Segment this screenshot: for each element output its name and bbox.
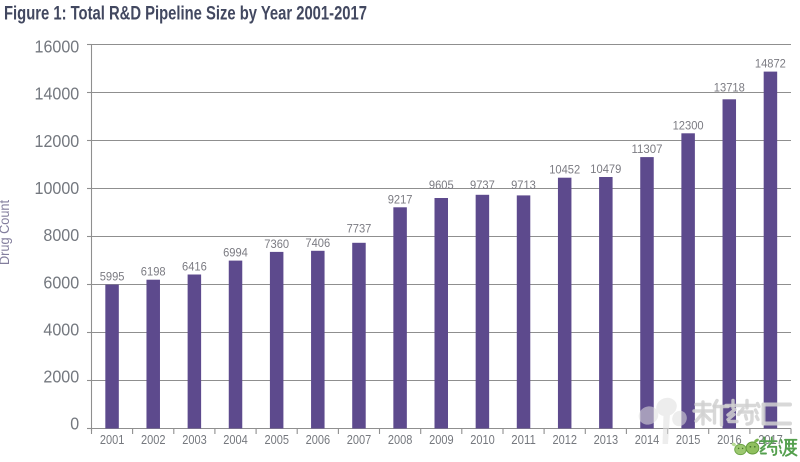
svg-text:13718: 13718 (714, 83, 745, 95)
svg-text:2014: 2014 (635, 432, 660, 447)
svg-text:6198: 6198 (141, 267, 166, 279)
svg-text:9217: 9217 (388, 194, 413, 206)
svg-text:2005: 2005 (265, 432, 290, 447)
svg-text:2011: 2011 (511, 432, 536, 447)
svg-text:2010: 2010 (470, 432, 495, 447)
svg-text:5995: 5995 (100, 272, 125, 284)
svg-text:14000: 14000 (35, 84, 80, 104)
svg-text:2000: 2000 (43, 367, 79, 387)
svg-text:2002: 2002 (141, 432, 166, 447)
svg-text:7406: 7406 (305, 238, 330, 250)
svg-text:9737: 9737 (470, 180, 495, 192)
svg-text:9713: 9713 (511, 180, 536, 192)
svg-text:Drug Count: Drug Count (0, 200, 12, 265)
svg-text:12000: 12000 (35, 131, 80, 151)
svg-text:2016: 2016 (717, 432, 742, 447)
svg-text:16000: 16000 (35, 37, 80, 57)
svg-text:6000: 6000 (43, 272, 79, 292)
svg-text:2013: 2013 (594, 432, 619, 447)
svg-text:2009: 2009 (429, 432, 454, 447)
svg-text:10479: 10479 (590, 164, 621, 176)
svg-text:8000: 8000 (43, 225, 79, 245)
svg-text:2001: 2001 (100, 432, 125, 447)
svg-text:0: 0 (70, 414, 79, 434)
svg-text:4000: 4000 (43, 319, 79, 339)
svg-text:2004: 2004 (223, 432, 248, 447)
svg-text:Figure 1: Total R&D Pipeline S: Figure 1: Total R&D Pipeline Size by Yea… (4, 4, 367, 25)
svg-text:12300: 12300 (673, 120, 704, 132)
svg-text:2006: 2006 (306, 432, 331, 447)
svg-text:14872: 14872 (755, 59, 786, 71)
svg-text:6416: 6416 (182, 262, 207, 274)
svg-text:9605: 9605 (429, 180, 454, 192)
svg-text:2012: 2012 (553, 432, 578, 447)
svg-text:10000: 10000 (35, 178, 80, 198)
svg-text:7737: 7737 (347, 223, 372, 235)
svg-text:7360: 7360 (264, 239, 289, 251)
svg-text:2015: 2015 (676, 432, 701, 447)
svg-text:2007: 2007 (347, 432, 372, 447)
svg-text:6994: 6994 (223, 248, 248, 260)
svg-text:2008: 2008 (388, 432, 413, 447)
svg-text:10452: 10452 (549, 165, 580, 177)
svg-text:2003: 2003 (182, 432, 207, 447)
svg-text:11307: 11307 (632, 144, 663, 156)
